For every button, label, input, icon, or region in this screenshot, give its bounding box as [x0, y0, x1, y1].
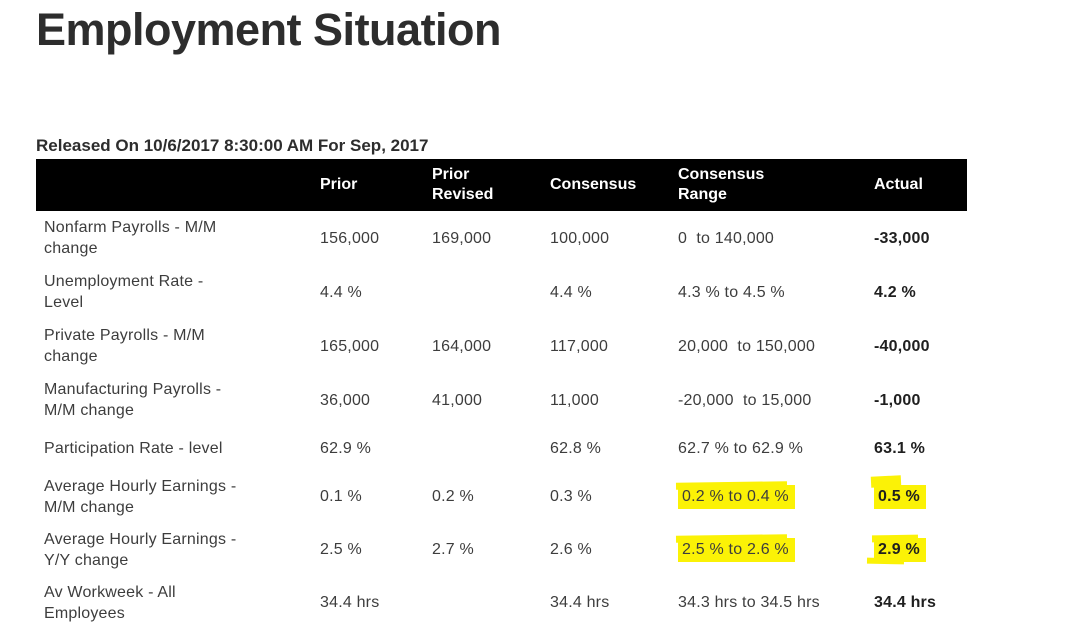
highlight-marker: 2.5 % to 2.6 %	[678, 537, 795, 562]
prior-value: 0.1 %	[320, 488, 362, 505]
prior-value: 62.9 %	[320, 440, 372, 457]
actual-value: -33,000	[874, 229, 930, 247]
consensus-range-value: -20,000 to 15,000	[678, 391, 812, 409]
prior-value: 4.4 %	[320, 283, 362, 301]
column-header-prior: Prior	[320, 176, 358, 193]
economic-indicators-table: Prior Prior Revised Consensus Consensus …	[36, 159, 967, 629]
prior-value: 36,000	[320, 391, 371, 409]
column-header-consensus: Consensus	[550, 176, 637, 193]
prior-revised-value: 169,000	[432, 229, 492, 247]
actual-value: -40,000	[874, 337, 930, 355]
actual-value: 2.9 %	[866, 523, 967, 576]
consensus-range-value: 20,000 to 150,000	[678, 337, 816, 355]
table-row: Manufacturing Payrolls - M/M change 36,0…	[36, 373, 967, 427]
prior-revised-value	[428, 576, 546, 629]
table-row: Nonfarm Payrolls - M/M change 156,000 16…	[36, 211, 967, 265]
table-row: Average Hourly Earnings - Y/Y change 2.5…	[36, 523, 967, 576]
consensus-range-value: 34.3 hrs to 34.5 hrs	[678, 594, 820, 611]
column-header-consensus-range: Consensus Range	[678, 166, 765, 203]
consensus-value: 0.3 %	[550, 488, 592, 505]
table-row: Participation Rate - level 62.9 % 62.8 %…	[36, 427, 967, 470]
highlight-marker: 0.2 % to 0.4 %	[678, 484, 795, 509]
row-label: Av Workweek - All Employees	[44, 583, 176, 622]
prior-value: 165,000	[320, 337, 380, 355]
row-label: Nonfarm Payrolls - M/M change	[44, 219, 217, 257]
prior-revised-value: 164,000	[432, 337, 492, 355]
release-timestamp: Released On 10/6/2017 8:30:00 AM For Sep…	[36, 136, 429, 155]
prior-revised-value	[428, 265, 546, 319]
table-row: Av Workweek - All Employees 34.4 hrs 34.…	[36, 576, 967, 629]
table-header-row: Prior Prior Revised Consensus Consensus …	[36, 159, 967, 211]
prior-value: 2.5 %	[320, 541, 362, 558]
row-label: Participation Rate - level	[44, 440, 223, 457]
consensus-value: 100,000	[550, 229, 610, 247]
consensus-range-value: 62.7 % to 62.9 %	[678, 440, 804, 457]
consensus-value: 62.8 %	[550, 440, 602, 457]
table-row: Unemployment Rate - Level 4.4 % 4.4 % 4.…	[36, 265, 967, 319]
actual-value: -1,000	[874, 391, 921, 409]
row-label: Average Hourly Earnings - Y/Y change	[44, 530, 237, 569]
consensus-range-value: 0 to 140,000	[678, 229, 775, 247]
prior-revised-value: 2.7 %	[432, 541, 474, 558]
prior-revised-value: 41,000	[432, 391, 483, 409]
consensus-range-value: 2.5 % to 2.6 %	[674, 523, 866, 576]
actual-value: 0.5 %	[866, 470, 967, 523]
actual-value: 34.4 hrs	[874, 594, 937, 611]
prior-revised-value	[428, 427, 546, 470]
actual-value: 63.1 %	[874, 440, 926, 457]
column-header-prior-revised: Prior Revised	[432, 166, 494, 203]
page-title: Employment Situation	[36, 4, 502, 55]
consensus-value: 4.4 %	[550, 283, 592, 301]
highlight-marker: 2.9 %	[874, 537, 926, 562]
consensus-value: 11,000	[550, 391, 599, 409]
column-header-indicator	[36, 159, 316, 211]
row-label: Unemployment Rate - Level	[44, 273, 204, 311]
table-row: Average Hourly Earnings - M/M change 0.1…	[36, 470, 967, 523]
table-row: Private Payrolls - M/M change 165,000 16…	[36, 319, 967, 373]
row-label: Private Payrolls - M/M change	[44, 327, 205, 365]
consensus-range-value: 4.3 % to 4.5 %	[678, 283, 785, 301]
row-label: Manufacturing Payrolls - M/M change	[44, 381, 222, 419]
actual-value: 4.2 %	[874, 283, 916, 301]
consensus-range-value: 0.2 % to 0.4 %	[674, 470, 866, 523]
consensus-value: 117,000	[550, 337, 609, 355]
row-label: Average Hourly Earnings - M/M change	[44, 477, 237, 516]
highlight-marker: 0.5 %	[874, 484, 926, 509]
prior-value: 156,000	[320, 229, 380, 247]
prior-value: 34.4 hrs	[320, 594, 380, 611]
consensus-value: 34.4 hrs	[550, 594, 610, 611]
prior-revised-value: 0.2 %	[432, 488, 474, 505]
consensus-value: 2.6 %	[550, 541, 592, 558]
column-header-actual: Actual	[874, 176, 923, 193]
